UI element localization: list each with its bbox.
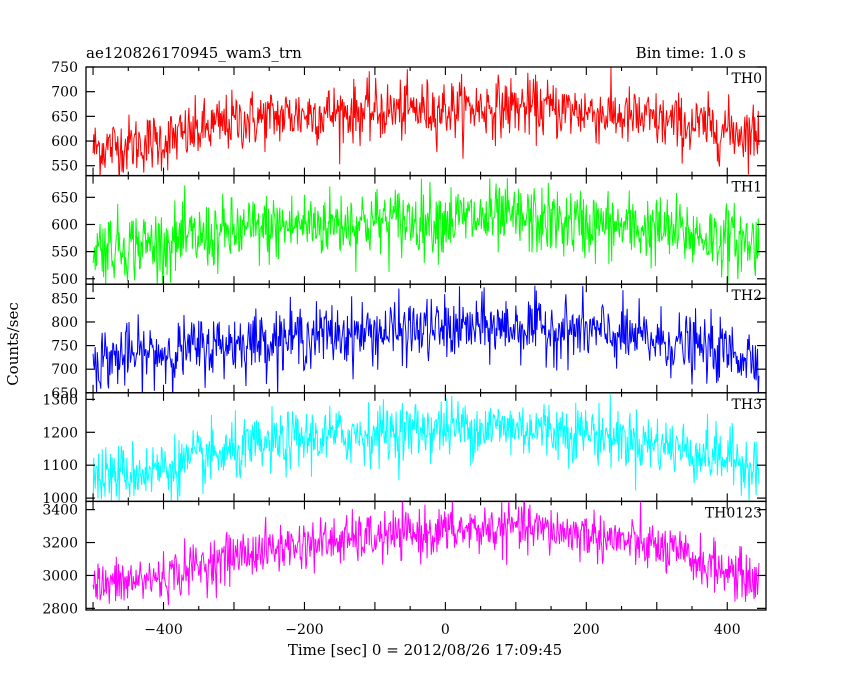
panel-th1: 500 550 600 650 TH1 [51, 174, 767, 288]
y-tick-label: 1200 [42, 425, 78, 441]
series-line-th2 [92, 285, 760, 393]
panel-label-th0: TH0 [732, 71, 762, 87]
panel-label-th1: TH1 [732, 180, 762, 196]
y-tick-label: 800 [51, 315, 78, 331]
y-tick-label: 2800 [42, 601, 78, 617]
y-tick-label: 500 [51, 272, 78, 288]
y-tick-label: 550 [51, 245, 78, 261]
x-tick-label: 400 [714, 622, 741, 638]
x-tick-label: 200 [573, 622, 600, 638]
y-tick-label: 650 [51, 190, 78, 206]
series-line-th0 [92, 67, 760, 176]
header-bin-time: Bin time: 1.0 s [635, 44, 746, 62]
x-tick-label: −400 [144, 622, 182, 638]
series-line-th3 [92, 394, 760, 502]
x-tick-label: 0 [441, 622, 450, 638]
y-tick-label: 1000 [42, 491, 78, 507]
series-line-th1 [92, 177, 760, 285]
y-tick-label: 650 [51, 109, 78, 125]
y-tick-label: 750 [51, 60, 78, 76]
y-tick-label: 700 [51, 85, 78, 101]
panel-th0: 550 600 650 700 750 TH0 [51, 60, 767, 177]
y-tick-label: 550 [51, 159, 78, 175]
panel-label-th3: TH3 [732, 397, 762, 413]
y-tick-label: 1100 [42, 458, 78, 474]
series-line-th0123 [92, 501, 760, 606]
panel-label-th0123: TH0123 [705, 505, 762, 521]
y-axis-label: Counts/sec [4, 302, 22, 386]
y-tick-label: 1300 [42, 392, 78, 408]
y-tick-label: 750 [51, 339, 78, 355]
y-tick-label: 3200 [42, 536, 78, 552]
panel-label-th2: TH2 [732, 288, 762, 304]
y-tick-label: 700 [51, 362, 78, 378]
y-tick-label: 600 [51, 134, 78, 150]
y-tick-label: 850 [51, 291, 78, 307]
x-axis: −400 −200 0 200 400 [144, 622, 740, 638]
panel-th2: 650 700 750 800 850 TH2 [51, 283, 767, 402]
panels-layer: 550 600 650 700 750 TH0 500 550 600 650 TH1 650 700 7… [42, 60, 767, 617]
x-tick-label: −200 [285, 622, 323, 638]
header-left-title: ae120826170945_wam3_trn [86, 44, 302, 62]
y-tick-label: 3400 [42, 503, 78, 519]
y-tick-label: 650 [51, 386, 78, 402]
y-tick-label: 600 [51, 217, 78, 233]
x-axis-label: Time [sec] 0 = 2012/08/26 17:09:45 [288, 641, 562, 659]
y-tick-label: 3000 [42, 568, 78, 584]
panel-frame [85, 500, 767, 611]
panel-th0123: 2800 3000 3200 3400 TH0123 [42, 500, 767, 617]
